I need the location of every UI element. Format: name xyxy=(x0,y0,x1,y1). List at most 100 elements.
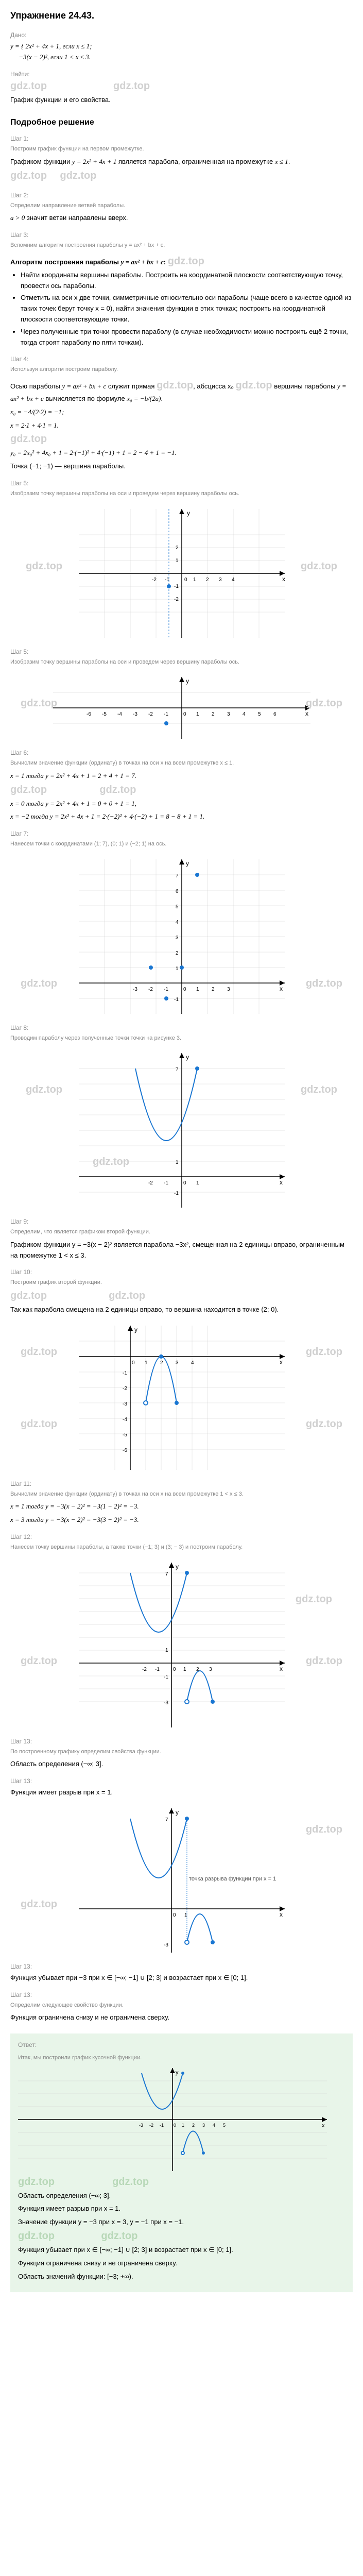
svg-text:3: 3 xyxy=(227,987,230,992)
svg-text:7: 7 xyxy=(165,1817,168,1823)
watermark: gdz.top xyxy=(21,1418,57,1430)
svg-text:2: 2 xyxy=(192,2123,195,2128)
watermark: gdz.top xyxy=(301,1084,337,1096)
svg-text:-5: -5 xyxy=(123,1432,127,1438)
svg-text:-1: -1 xyxy=(164,1674,168,1680)
svg-text:1: 1 xyxy=(184,1912,187,1918)
podrobnoe-title: Подробное решение xyxy=(10,118,353,127)
svg-text:3: 3 xyxy=(176,1360,179,1366)
svg-text:-1: -1 xyxy=(164,987,168,992)
svg-text:y: y xyxy=(134,1326,137,1333)
answer-break: Функция имеет разрыв при x = 1. xyxy=(18,2204,345,2214)
svg-text:4: 4 xyxy=(232,577,235,583)
graph-svg-1: x y 0 1 2 3 4 -1 -2 1 2 -1 -2 xyxy=(79,509,285,638)
prop-domain: Область определения (−∞; 3]. xyxy=(10,1759,353,1770)
svg-text:5: 5 xyxy=(176,904,179,910)
step6-label: Шаг 6: xyxy=(10,749,353,756)
step5b-label: Шаг 5: xyxy=(10,648,353,655)
watermark: gdz.top xyxy=(60,170,96,181)
step5-label: Шаг 5: xyxy=(10,480,353,487)
svg-text:-1: -1 xyxy=(160,2123,164,2128)
svg-text:7: 7 xyxy=(176,873,179,879)
graph-svg-6: x y 0 12 3 -1-2 17 -1-3 xyxy=(79,1563,285,1727)
svg-text:3: 3 xyxy=(209,1667,212,1672)
watermark: gdz.top xyxy=(112,2176,149,2188)
svg-text:-2: -2 xyxy=(149,2123,153,2128)
step2-desc: Определим направление ветвей параболы. xyxy=(10,201,353,211)
svg-text:1: 1 xyxy=(196,711,199,717)
svg-text:y: y xyxy=(176,1563,179,1570)
watermark: gdz.top xyxy=(26,1084,62,1096)
algorithm-title: Алгоритм построения параболы y = ax² + b… xyxy=(10,256,353,267)
step3-label: Шаг 3: xyxy=(10,231,353,239)
svg-text:0: 0 xyxy=(184,577,187,583)
step4-calc1: x₀ = −4/(2·2) = −1; xyxy=(10,407,353,418)
answer-graph: x y 0 12 34 5 -1-2 -3 xyxy=(18,2068,327,2171)
svg-text:-3: -3 xyxy=(164,1700,168,1706)
svg-text:x: x xyxy=(322,2123,325,2129)
step4-calc2: x = 2·1 + 4·1 = 1. xyxy=(10,420,353,431)
step7-label: Шаг 7: xyxy=(10,830,353,837)
watermark: gdz.top xyxy=(306,1418,342,1430)
graph-6: x y 0 12 3 -1-2 17 -1-3 gdz.top gdz.top … xyxy=(10,1563,353,1727)
graph-2: x y 0 12 34 56 -1-2 -3-4 -5-6 gdz.top gd… xyxy=(10,677,353,739)
step7-desc: Нанесем точки с координатами (1; 7), (0;… xyxy=(10,840,353,849)
graph-svg-2: x y 0 12 34 56 -1-2 -3-4 -5-6 xyxy=(53,677,310,739)
svg-text:4: 4 xyxy=(213,2123,215,2128)
answer-range: Область значений функции: [−3; +∞). xyxy=(18,2272,345,2282)
svg-text:-1: -1 xyxy=(174,584,179,589)
answer-domain: Область определения (−∞; 3]. xyxy=(18,2191,345,2201)
svg-text:x: x xyxy=(305,710,308,717)
watermark: gdz.top xyxy=(10,1290,47,1301)
step4-desc: Используя алгоритм построим параболу. xyxy=(10,365,353,375)
svg-text:-1: -1 xyxy=(174,1191,179,1196)
svg-text:7: 7 xyxy=(165,1571,168,1577)
svg-text:5: 5 xyxy=(223,2123,226,2128)
svg-text:-2: -2 xyxy=(148,987,153,992)
step11-calc2: x = 3 тогда y = −3(x − 2)² = −3(3 − 2)² … xyxy=(10,1515,353,1526)
algo-item: Найти координаты вершины параболы. Постр… xyxy=(21,270,353,292)
watermark: gdz.top xyxy=(10,433,47,445)
watermark: gdz.top xyxy=(99,784,136,795)
step2-text: a > 0 значит ветви направлены вверх. xyxy=(10,213,353,224)
prop-bounded: Функция ограничена снизу и не ограничена… xyxy=(10,2012,353,2023)
svg-text:1: 1 xyxy=(165,1648,168,1653)
svg-text:y: y xyxy=(186,860,189,867)
svg-text:-5: -5 xyxy=(102,711,107,717)
step10-desc: Построим график второй функции. xyxy=(10,1278,353,1287)
graph-svg-3: x y 0 12 3 -1-2 -3 12 34 56 7 -1 xyxy=(79,859,285,1014)
watermark: gdz.top xyxy=(168,256,204,267)
watermark: gdz.top xyxy=(301,561,337,572)
step3-desc: Вспомним алгоритм построения параболы y … xyxy=(10,241,353,250)
step9-text: Графиком функции y = −3(x − 2)² является… xyxy=(10,1240,353,1261)
watermark: gdz.top xyxy=(113,80,150,92)
svg-text:-3: -3 xyxy=(133,711,137,717)
svg-text:6: 6 xyxy=(273,711,276,717)
step1-desc: Построим график функции на первом промеж… xyxy=(10,145,353,154)
watermark: gdz.top xyxy=(10,80,47,92)
svg-text:-2: -2 xyxy=(148,711,153,717)
watermark: gdz.top xyxy=(26,561,62,572)
step6-desc: Вычислим значение функции (ординату) в т… xyxy=(10,759,353,768)
step2-label: Шаг 2: xyxy=(10,192,353,199)
step4-calc3: y₀ = 2x₀² + 4x₀ + 1 = 2·(−1)² + 4·(−1) +… xyxy=(10,448,353,459)
exercise-title: Упражнение 24.43. xyxy=(10,10,353,21)
svg-text:y: y xyxy=(176,1809,179,1816)
prop-monotone: Функция убывает при −3 при x ∈ [−∞; −1] … xyxy=(10,1973,353,1984)
algo-item: Через полученные три точки провести пара… xyxy=(21,327,353,348)
watermark: gdz.top xyxy=(18,2230,55,2242)
svg-text:4: 4 xyxy=(176,920,179,925)
algo-item: Отметить на оси x две точки, симметричны… xyxy=(21,293,353,325)
svg-text:2: 2 xyxy=(212,711,215,717)
svg-text:-1: -1 xyxy=(174,997,179,1003)
watermark: gdz.top xyxy=(306,1346,342,1358)
svg-text:-2: -2 xyxy=(148,1180,153,1186)
dano-formula: y = { 2x² + 4x + 1, если x ≤ 1; −3(x − 2… xyxy=(10,41,353,63)
svg-text:3: 3 xyxy=(219,577,222,583)
svg-text:1: 1 xyxy=(196,987,199,992)
watermark: gdz.top xyxy=(18,2176,55,2188)
watermark: gdz.top xyxy=(21,1899,57,1910)
svg-text:-6: -6 xyxy=(87,711,91,717)
svg-text:y: y xyxy=(186,1054,189,1061)
svg-text:0: 0 xyxy=(183,1180,186,1186)
